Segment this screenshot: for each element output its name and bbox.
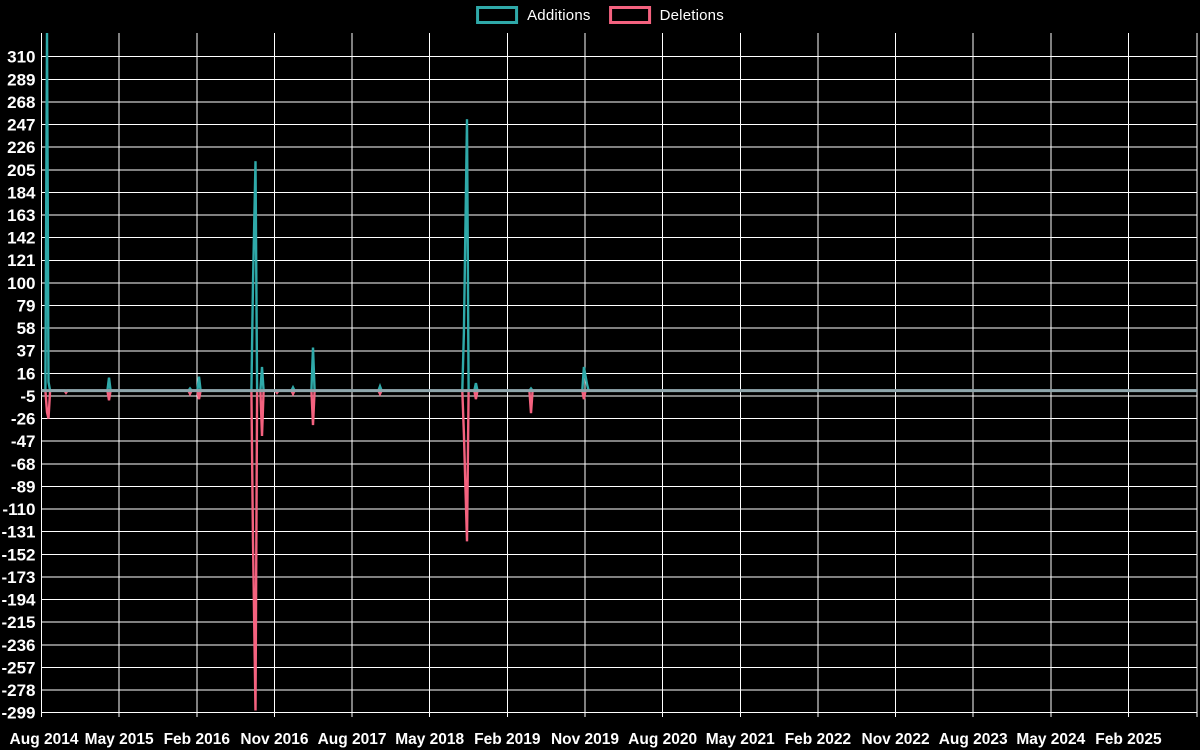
svg-text:184: 184: [7, 183, 36, 202]
svg-text:247: 247: [7, 116, 35, 135]
svg-text:79: 79: [17, 296, 36, 315]
svg-text:-299: -299: [1, 704, 35, 723]
svg-text:-152: -152: [1, 545, 35, 564]
svg-text:226: 226: [7, 138, 35, 157]
svg-text:-236: -236: [1, 636, 35, 655]
legend-item-deletions[interactable]: Deletions: [608, 6, 724, 24]
legend-item-additions[interactable]: Additions: [476, 6, 591, 24]
chart-legend: Additions Deletions: [476, 6, 724, 24]
svg-text:-278: -278: [1, 681, 35, 700]
svg-text:-89: -89: [11, 477, 36, 496]
svg-text:May 2024: May 2024: [1016, 731, 1085, 748]
svg-text:Feb 2025: Feb 2025: [1095, 731, 1162, 748]
svg-text:58: 58: [17, 319, 36, 338]
svg-text:268: 268: [7, 93, 35, 112]
svg-text:Aug 2020: Aug 2020: [628, 731, 697, 748]
svg-text:163: 163: [7, 206, 35, 225]
svg-text:-68: -68: [11, 455, 36, 474]
svg-text:Nov 2022: Nov 2022: [862, 731, 930, 748]
svg-text:37: 37: [17, 342, 36, 361]
svg-text:310: 310: [7, 48, 35, 67]
svg-text:121: 121: [7, 251, 35, 270]
svg-text:-26: -26: [11, 410, 36, 429]
svg-text:May 2021: May 2021: [706, 731, 775, 748]
svg-text:May 2015: May 2015: [85, 731, 154, 748]
svg-text:289: 289: [7, 70, 35, 89]
svg-text:Aug 2014: Aug 2014: [10, 731, 79, 748]
svg-text:Feb 2016: Feb 2016: [164, 731, 231, 748]
svg-text:-131: -131: [1, 523, 35, 542]
svg-text:-215: -215: [1, 613, 35, 632]
svg-text:-194: -194: [1, 591, 36, 610]
svg-text:Aug 2023: Aug 2023: [939, 731, 1008, 748]
legend-label-deletions: Deletions: [659, 6, 724, 24]
svg-text:142: 142: [7, 229, 35, 248]
svg-text:Feb 2019: Feb 2019: [474, 731, 541, 748]
svg-text:-47: -47: [11, 432, 36, 451]
svg-text:Nov 2019: Nov 2019: [551, 731, 619, 748]
additions-swatch-icon: [476, 6, 519, 24]
svg-text:May 2018: May 2018: [395, 731, 464, 748]
svg-text:205: 205: [7, 161, 35, 180]
svg-text:16: 16: [17, 364, 36, 383]
svg-text:-173: -173: [1, 568, 35, 587]
svg-text:-110: -110: [2, 500, 35, 519]
svg-text:-257: -257: [1, 658, 35, 677]
svg-text:Feb 2022: Feb 2022: [785, 731, 851, 748]
svg-text:100: 100: [7, 274, 35, 293]
deletions-swatch-icon: [608, 6, 651, 24]
svg-text:Nov 2016: Nov 2016: [240, 731, 308, 748]
svg-text:Aug 2017: Aug 2017: [318, 731, 387, 748]
legend-label-additions: Additions: [527, 6, 591, 24]
svg-text:-5: -5: [20, 387, 35, 406]
